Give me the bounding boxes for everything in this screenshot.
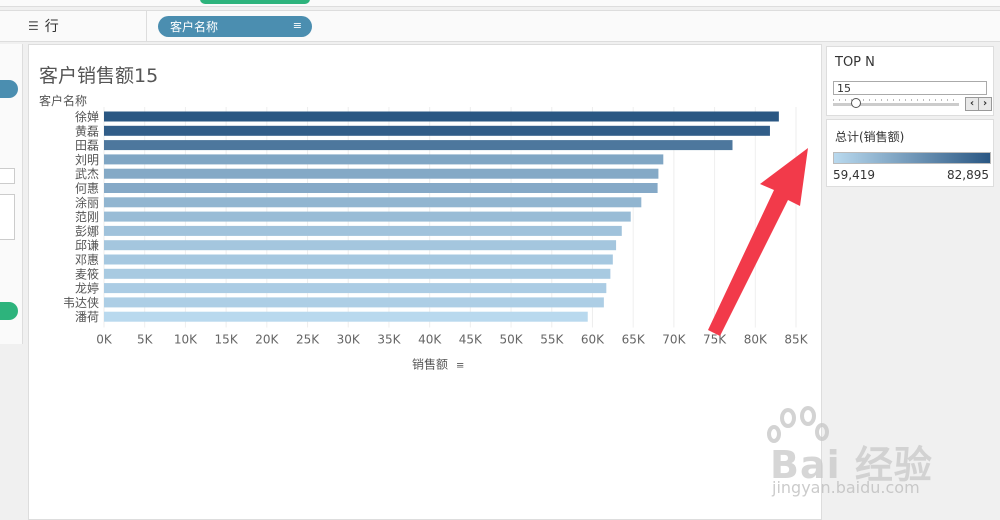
sort-icon: ≡ bbox=[292, 19, 302, 32]
bar[interactable] bbox=[104, 125, 770, 136]
bar[interactable] bbox=[104, 297, 604, 308]
category-label: 邱谦 bbox=[75, 239, 99, 253]
legend-color-ramp bbox=[833, 152, 991, 164]
rows-pill-label: 客户名称 bbox=[170, 20, 219, 34]
x-tick-label: 10K bbox=[174, 333, 198, 347]
rows-icon: ☰ bbox=[28, 19, 39, 33]
legend-min-value: 59,419 bbox=[833, 168, 875, 182]
x-tick-label: 15K bbox=[215, 333, 239, 347]
watermark-url: jingyan.baidu.com bbox=[772, 478, 920, 497]
category-label: 彭娜 bbox=[75, 224, 99, 238]
topn-slider-track[interactable] bbox=[833, 103, 959, 106]
category-label: 麦筱 bbox=[75, 266, 99, 281]
bar[interactable] bbox=[104, 183, 658, 193]
x-tick-label: 70K bbox=[662, 333, 686, 347]
topn-slider-ticks bbox=[833, 99, 959, 101]
right-panel: TOP N 15 ‹ › 总计(销售额) 59,419 82,895 bbox=[822, 44, 1000, 518]
bar[interactable] bbox=[104, 268, 611, 279]
x-tick-label: 5K bbox=[137, 333, 154, 347]
bar[interactable] bbox=[104, 254, 613, 265]
sort-icon: ≡ bbox=[456, 361, 464, 372]
watermark-text: Bai 经验 bbox=[770, 443, 933, 487]
chevron-right-icon[interactable]: › bbox=[978, 97, 992, 111]
x-axis-label: 销售额 bbox=[412, 357, 448, 372]
rows-shelf-label: ☰ 行 bbox=[28, 11, 147, 41]
x-tick-label: 25K bbox=[296, 333, 320, 347]
columns-pill[interactable] bbox=[200, 0, 310, 4]
category-label: 田磊 bbox=[75, 139, 99, 153]
category-label: 黄磊 bbox=[75, 124, 99, 138]
category-label: 徐婵 bbox=[75, 109, 99, 124]
bar[interactable] bbox=[104, 154, 664, 165]
category-label: 潘荷 bbox=[75, 310, 99, 324]
bar[interactable] bbox=[104, 225, 622, 236]
bar[interactable] bbox=[104, 211, 631, 222]
bar[interactable] bbox=[104, 311, 588, 322]
y-axis-label: 客户名称 bbox=[39, 93, 87, 108]
x-tick-label: 30K bbox=[337, 333, 361, 347]
red-arrow-annotation bbox=[708, 148, 808, 336]
bar[interactable] bbox=[104, 197, 642, 208]
baidu-paw-icon bbox=[767, 406, 829, 443]
category-label: 范刚 bbox=[75, 210, 99, 224]
x-tick-label: 20K bbox=[255, 333, 279, 347]
x-tick-label: 85K bbox=[784, 333, 808, 347]
legend-max-value: 82,895 bbox=[947, 168, 989, 182]
rows-shelf: ☰ 行 客户名称 ≡ bbox=[0, 10, 1000, 42]
category-label: 武杰 bbox=[75, 167, 99, 181]
bar[interactable] bbox=[104, 168, 659, 179]
rows-pill-customer-name[interactable]: 客户名称 ≡ bbox=[158, 16, 312, 37]
category-label: 龙婷 bbox=[75, 281, 99, 296]
topn-slider-thumb[interactable] bbox=[851, 98, 861, 108]
bar[interactable] bbox=[104, 240, 617, 251]
topn-title: TOP N bbox=[835, 55, 875, 70]
legend-title: 总计(销售额) bbox=[835, 130, 905, 144]
x-tick-label: 45K bbox=[459, 333, 483, 347]
bar[interactable] bbox=[104, 283, 607, 294]
chart-title: 客户销售额15 bbox=[39, 65, 159, 87]
category-label: 刘明 bbox=[75, 153, 99, 167]
x-tick-label: 55K bbox=[540, 333, 564, 347]
x-tick-label: 80K bbox=[744, 333, 768, 347]
left-side-panel bbox=[0, 44, 23, 344]
filter-pill-stub[interactable] bbox=[0, 80, 18, 98]
columns-shelf bbox=[0, 0, 1000, 7]
x-tick-label: 50K bbox=[499, 333, 523, 347]
x-tick-label: 0K bbox=[96, 333, 113, 347]
filter-card-stub bbox=[0, 194, 15, 240]
rows-label-text: 行 bbox=[44, 19, 59, 35]
bar[interactable] bbox=[104, 140, 733, 151]
category-label: 何惠 bbox=[75, 182, 99, 196]
measure-pill-stub[interactable] bbox=[0, 302, 18, 320]
category-label: 涂丽 bbox=[75, 195, 99, 210]
x-tick-label: 35K bbox=[377, 333, 401, 347]
category-label: 韦达侠 bbox=[63, 296, 99, 310]
category-label: 邓惠 bbox=[75, 253, 99, 267]
x-tick-label: 60K bbox=[581, 333, 605, 347]
topn-parameter-card: TOP N 15 ‹ › bbox=[826, 46, 994, 116]
x-tick-label: 75K bbox=[703, 333, 727, 347]
topn-input[interactable]: 15 bbox=[833, 81, 987, 95]
x-tick-label: 40K bbox=[418, 333, 442, 347]
color-legend-card: 总计(销售额) 59,419 82,895 bbox=[826, 119, 994, 187]
chevron-left-icon[interactable]: ‹ bbox=[965, 97, 979, 111]
visualization-area: 客户销售额15 客户名称 徐婵 黄磊 田磊 刘明 武杰 何惠 涂丽 范刚 彭娜 邱谦 邓惠 麦筱 龙婷 韦达… bbox=[28, 44, 822, 520]
dropdown-stub[interactable] bbox=[0, 168, 15, 184]
bar[interactable] bbox=[104, 111, 779, 122]
x-tick-label: 65K bbox=[622, 333, 646, 347]
